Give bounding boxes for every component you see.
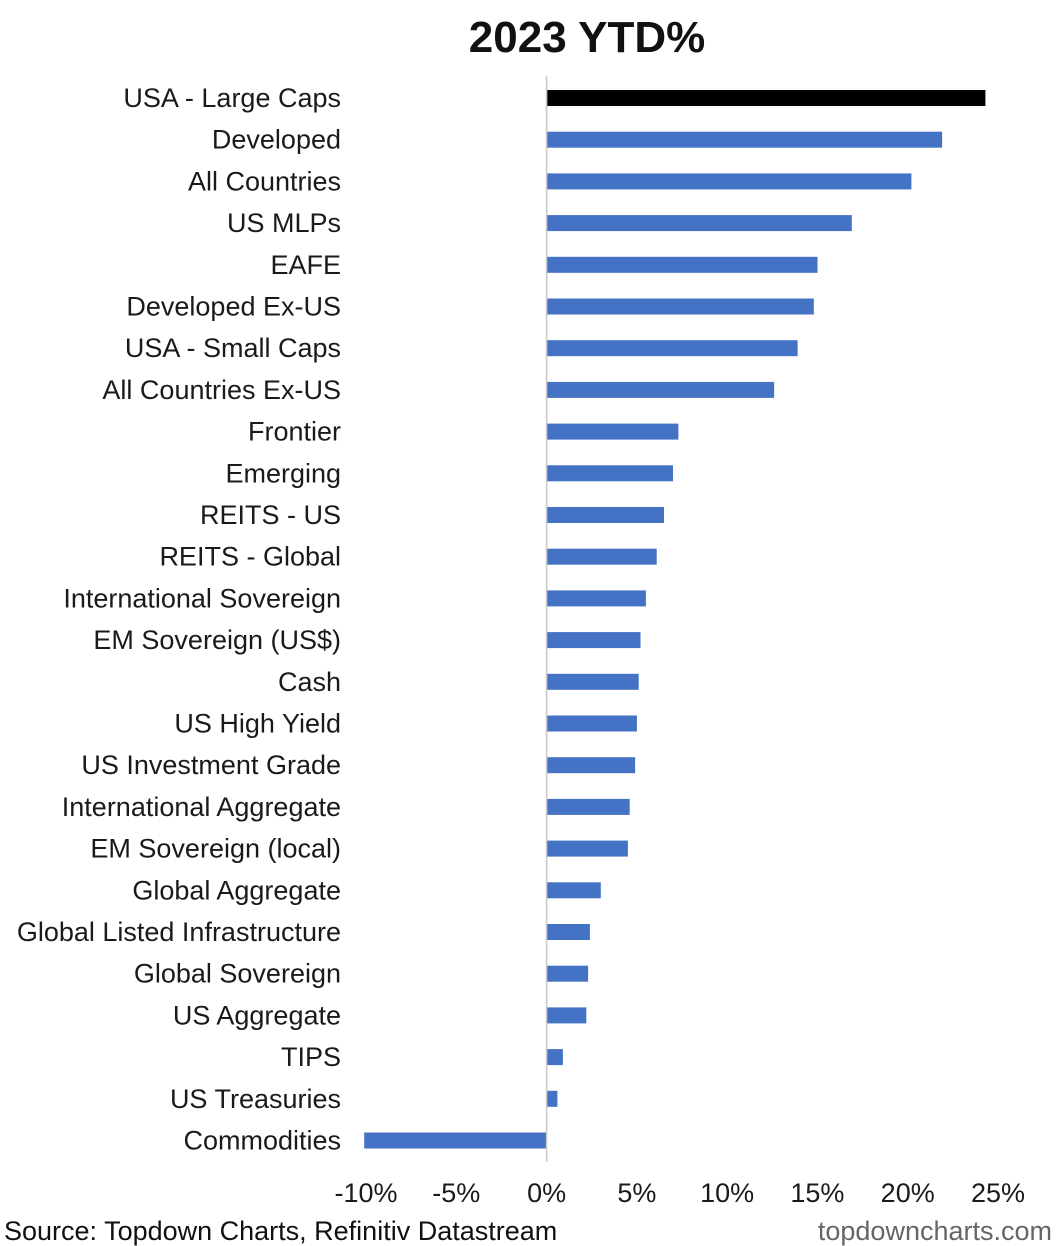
category-label: Global Sovereign: [134, 959, 341, 989]
bar: [364, 1132, 547, 1149]
bar: [546, 632, 641, 649]
category-label: Cash: [278, 667, 341, 697]
bar: [546, 882, 601, 899]
category-label: All Countries: [188, 166, 341, 196]
bar: [546, 965, 589, 982]
bar: [546, 423, 679, 440]
bar: [546, 465, 673, 482]
bar: [546, 1090, 558, 1107]
bar: [546, 298, 814, 315]
bar: [546, 131, 943, 148]
bars-group: [364, 90, 986, 1149]
category-label: USA - Large Caps: [123, 83, 341, 113]
category-label: EM Sovereign (local): [90, 834, 341, 864]
bar: [546, 840, 628, 857]
bar: [546, 173, 912, 190]
x-tick-label: 15%: [790, 1178, 844, 1208]
bar: [546, 715, 637, 732]
x-tick-label: 0%: [527, 1178, 566, 1208]
category-label: Global Aggregate: [132, 875, 341, 905]
source-note: Source: Topdown Charts, Refinitiv Datast…: [4, 1216, 558, 1246]
category-label: US Treasuries: [170, 1084, 341, 1114]
bar: [546, 757, 636, 774]
category-label: Developed Ex-US: [126, 292, 341, 322]
x-tick-label: -10%: [334, 1178, 397, 1208]
category-label: Global Listed Infrastructure: [17, 917, 341, 947]
bar: [546, 340, 798, 357]
category-label: US Aggregate: [173, 1000, 341, 1030]
brand-watermark: topdowncharts.com: [817, 1216, 1052, 1246]
category-label: US MLPs: [227, 208, 341, 238]
x-axis-ticks: -10% -5% 0% 5% 10% 15% 20% 25%: [334, 1178, 1025, 1208]
category-label: International Sovereign: [63, 583, 341, 613]
category-labels: USA - Large Caps Developed All Countries US…: [17, 83, 341, 1156]
category-label: USA - Small Caps: [125, 333, 341, 363]
category-label: EAFE: [270, 250, 341, 280]
bar: [546, 798, 630, 815]
bar: [546, 548, 657, 565]
category-label: REITS - Global: [159, 542, 341, 572]
category-label: REITS - US: [200, 500, 341, 530]
chart-title: 2023 YTD%: [469, 13, 705, 62]
bar: [546, 90, 986, 106]
category-label: International Aggregate: [62, 792, 341, 822]
category-label: Frontier: [248, 417, 341, 447]
x-tick-label: -5%: [432, 1178, 480, 1208]
category-label: Developed: [212, 125, 341, 155]
bar: [546, 590, 646, 607]
bar: [546, 1049, 563, 1066]
category-label: EM Sovereign (US$): [93, 625, 341, 655]
category-label: TIPS: [281, 1042, 341, 1072]
x-tick-label: 20%: [881, 1178, 935, 1208]
bar: [546, 924, 590, 940]
bar: [546, 256, 818, 273]
x-tick-label: 5%: [617, 1178, 656, 1208]
category-label: Commodities: [183, 1126, 341, 1156]
bar: [546, 215, 852, 232]
bar: [546, 381, 775, 398]
category-label: US High Yield: [174, 709, 341, 739]
x-tick-label: 10%: [700, 1178, 754, 1208]
bar: [546, 507, 664, 523]
category-label: US Investment Grade: [81, 750, 341, 780]
category-label: Emerging: [225, 458, 341, 488]
bar: [546, 673, 639, 690]
x-tick-label: 25%: [971, 1178, 1025, 1208]
category-label: All Countries Ex-US: [102, 375, 341, 405]
bar: [546, 1007, 587, 1024]
